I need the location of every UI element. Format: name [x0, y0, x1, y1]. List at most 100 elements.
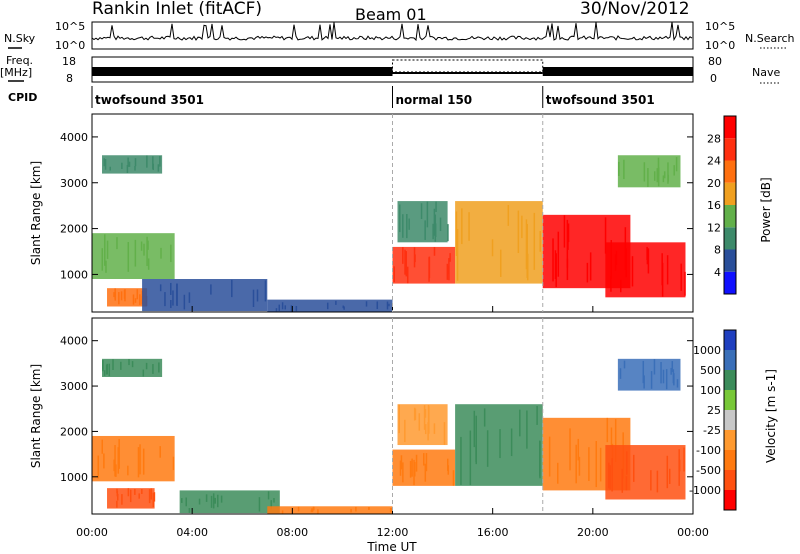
echo-streak: [139, 294, 141, 305]
velocity-color-step: [724, 490, 736, 510]
echo-streak: [409, 460, 412, 478]
x-tick-label: 00:00: [76, 526, 108, 539]
echo-streak: [152, 156, 154, 169]
echo-streak: [143, 243, 145, 256]
beam-label: Beam 01: [355, 5, 427, 24]
echo-streak: [653, 171, 656, 181]
echo-streak: [609, 465, 611, 490]
echo-streak: [433, 247, 436, 256]
freq-trace: [92, 59, 693, 76]
echo-streak: [643, 162, 646, 182]
echo-streak: [142, 369, 145, 377]
echo-streak: [127, 157, 129, 167]
echo-streak: [127, 242, 130, 272]
power-echoes: [92, 155, 686, 312]
velocity-colorbar-tick: -25: [703, 424, 721, 437]
power-color-step: [724, 205, 736, 228]
echo-streak: [402, 462, 404, 483]
echo-streak: [103, 158, 105, 167]
cpid-bar: twofsound 3501 normal 150 twofsound 3501: [91, 86, 655, 108]
echo-streak: [405, 251, 408, 277]
echo-streak: [281, 302, 284, 310]
power-colorbar-tick: 24: [707, 155, 721, 168]
echo-streak: [146, 236, 148, 266]
velocity-colorbar-tick: -500: [696, 464, 721, 477]
echo-streak: [134, 239, 137, 267]
echo-streak: [126, 165, 129, 173]
echo-streak: [399, 460, 402, 476]
echo-streak: [284, 305, 287, 310]
echo-streak: [670, 367, 672, 375]
velocity-colorbar-tick: 25: [707, 404, 721, 417]
echo-streak: [108, 363, 111, 377]
echo-streak: [140, 241, 143, 251]
echo-streak: [408, 218, 410, 230]
echo-streak: [526, 253, 529, 281]
echo-streak: [667, 174, 670, 182]
echo-streak: [439, 217, 442, 232]
echo-streak: [404, 249, 406, 275]
echo-streak: [473, 410, 476, 448]
echo-streak: [427, 422, 429, 441]
echo-streak: [402, 214, 404, 238]
echo-streak: [389, 508, 392, 513]
echo-streak: [116, 237, 118, 250]
echo-streak: [134, 165, 136, 171]
echo-streak: [121, 494, 123, 505]
echo-streak: [614, 254, 617, 271]
echo-streak: [399, 204, 401, 233]
echo-streak: [449, 253, 451, 262]
echo-streak: [657, 167, 660, 187]
freq-tick-bottom-right: 0: [710, 72, 717, 85]
nsky-trace: [91, 22, 693, 42]
echo-streak: [491, 239, 494, 257]
power-ylabel: Slant Range [km]: [29, 161, 43, 265]
echo-streak: [116, 490, 119, 497]
echo-streak: [447, 458, 449, 471]
echo-streak: [662, 175, 665, 183]
velocity-color-step: [724, 350, 736, 370]
echo-streak: [104, 159, 107, 170]
echo-streak: [116, 500, 118, 508]
x-tick-label: 00:00: [677, 526, 709, 539]
echo-streak: [623, 360, 626, 369]
echo-streak: [148, 489, 151, 504]
echo-streak: [599, 447, 602, 482]
velocity-colorbar-tick: 500: [700, 364, 721, 377]
echo-streak: [317, 509, 319, 514]
echo-streak: [660, 361, 662, 384]
echo-streak: [114, 445, 116, 477]
echo-region-3: [142, 279, 268, 312]
echo-streak: [577, 438, 580, 461]
echo-streak: [217, 494, 219, 508]
echo-streak: [626, 451, 628, 475]
echo-streak: [433, 423, 436, 434]
power-colorbar-tick: 20: [707, 177, 721, 190]
echo-streak: [668, 468, 671, 484]
echo-streak: [424, 220, 426, 240]
freq-tick-top-right: 80: [708, 55, 722, 68]
freq-block-1: [392, 72, 543, 74]
nave-label: Nave: [752, 66, 780, 79]
echo-streak: [413, 459, 415, 486]
echo-streak: [102, 360, 104, 370]
echo-streak: [150, 488, 153, 500]
echo-streak: [425, 453, 428, 472]
echo-streak: [109, 166, 111, 171]
echo-streak: [533, 212, 536, 270]
power-colorbar-tick: 8: [714, 244, 721, 257]
echo-streak: [625, 476, 628, 491]
echo-streak: [273, 498, 275, 503]
echo-region-3: [179, 490, 280, 514]
echo-streak: [139, 444, 141, 475]
time-axis: 00:00 04:00 08:00 12:00 16:00 20:00 00:00: [76, 526, 709, 539]
echo-streak: [132, 294, 135, 305]
echo-region-7: [455, 201, 543, 284]
velocity-axes: 1000 2000 3000 4000: [60, 318, 694, 514]
echo-streak: [138, 493, 140, 499]
cpid-label: CPID: [8, 91, 37, 104]
echo-streak: [525, 219, 528, 270]
velocity-colorbar-tick: 100: [700, 384, 721, 397]
echo-streak: [101, 439, 103, 454]
echo-streak: [406, 214, 408, 239]
